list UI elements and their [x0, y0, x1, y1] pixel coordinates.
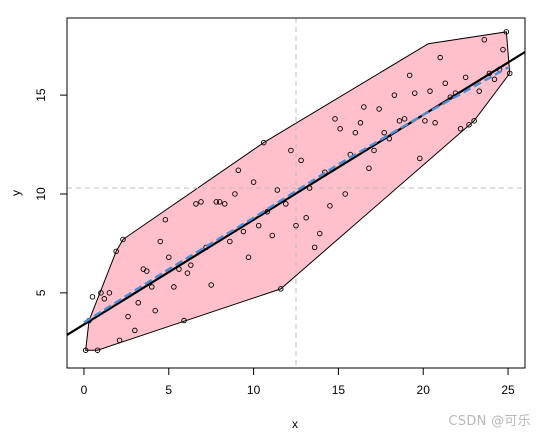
data-point — [491, 76, 498, 83]
data-point — [298, 157, 304, 164]
convex-hull-region — [85, 31, 511, 351]
data-point — [101, 296, 108, 302]
data-point — [222, 201, 228, 207]
data-point — [332, 116, 338, 122]
data-point — [106, 290, 113, 296]
data-point — [94, 347, 101, 353]
data-point — [125, 313, 131, 320]
data-point — [269, 232, 276, 239]
x-axis-title: x — [292, 417, 298, 431]
data-point — [171, 284, 177, 290]
data-point — [506, 70, 513, 77]
data-point — [283, 201, 289, 207]
data-point — [427, 88, 433, 94]
data-point — [255, 222, 262, 229]
data-point — [188, 262, 194, 268]
data-point — [417, 155, 423, 162]
data-point — [227, 238, 233, 245]
data-point — [82, 347, 89, 353]
data-point — [471, 118, 477, 124]
data-point — [113, 248, 119, 255]
data-point — [503, 29, 510, 35]
y-tick-label: 5 — [34, 289, 48, 296]
data-point — [327, 203, 333, 209]
data-point — [391, 92, 398, 98]
data-point — [481, 37, 488, 43]
x-tick-label: 0 — [81, 383, 88, 397]
data-point — [500, 46, 506, 53]
y-tick-label: 10 — [34, 187, 48, 201]
data-point — [293, 222, 299, 229]
data-point — [213, 199, 220, 205]
data-point — [250, 179, 257, 185]
data-point — [149, 284, 155, 290]
data-point — [361, 104, 367, 110]
data-point — [245, 254, 252, 261]
data-point — [432, 120, 438, 126]
data-point — [143, 268, 150, 274]
data-point — [337, 125, 343, 132]
x-tick-label: 5 — [165, 383, 172, 397]
data-point — [135, 299, 141, 306]
data-point — [181, 317, 187, 324]
data-point — [437, 54, 443, 61]
data-point — [381, 129, 387, 136]
data-point — [166, 254, 172, 261]
data-point — [98, 290, 104, 296]
data-point — [366, 165, 372, 172]
data-point — [352, 129, 359, 136]
data-point — [240, 228, 247, 235]
x-tick-label: 20 — [417, 383, 431, 397]
x-tick-label: 25 — [501, 383, 515, 397]
data-point — [277, 286, 284, 292]
data-point — [457, 125, 464, 132]
data-point — [157, 238, 164, 245]
watermark-text: CSDN @可乐 — [448, 414, 531, 429]
data-point — [422, 118, 428, 124]
data-point — [396, 118, 403, 124]
data-point — [376, 106, 382, 112]
data-point — [371, 147, 377, 154]
data-point — [120, 236, 126, 243]
data-point — [411, 90, 418, 96]
data-point — [342, 191, 348, 197]
data-point — [406, 72, 413, 79]
x-axis: 0 5 10 15 20 25 — [81, 367, 515, 397]
data-point — [274, 187, 281, 193]
data-point — [162, 216, 169, 223]
data-point — [316, 230, 323, 237]
data-point — [193, 201, 199, 207]
x-tick-label: 10 — [247, 383, 261, 397]
data-point — [303, 214, 309, 221]
smooth-trend-line — [83, 66, 509, 324]
data-point — [198, 199, 204, 205]
regression-line — [67, 51, 525, 336]
y-axis: 5 10 15 — [34, 88, 68, 296]
data-point — [216, 199, 223, 205]
data-point — [235, 167, 242, 174]
data-point — [261, 139, 267, 146]
data-point — [442, 80, 449, 87]
x-tick-label: 15 — [332, 383, 346, 397]
data-point — [132, 327, 138, 334]
data-point — [462, 74, 469, 81]
data-point — [476, 88, 482, 94]
data-point — [152, 307, 158, 314]
data-point — [401, 116, 408, 122]
data-point — [89, 294, 96, 300]
data-point — [311, 244, 318, 251]
data-point — [288, 147, 294, 154]
data-point — [208, 282, 214, 288]
data-point — [357, 120, 364, 126]
y-axis-title: y — [9, 190, 23, 196]
data-point — [232, 191, 238, 197]
data-point — [116, 337, 123, 344]
data-point — [466, 122, 472, 128]
y-tick-label: 15 — [34, 88, 48, 102]
data-point — [184, 270, 191, 276]
